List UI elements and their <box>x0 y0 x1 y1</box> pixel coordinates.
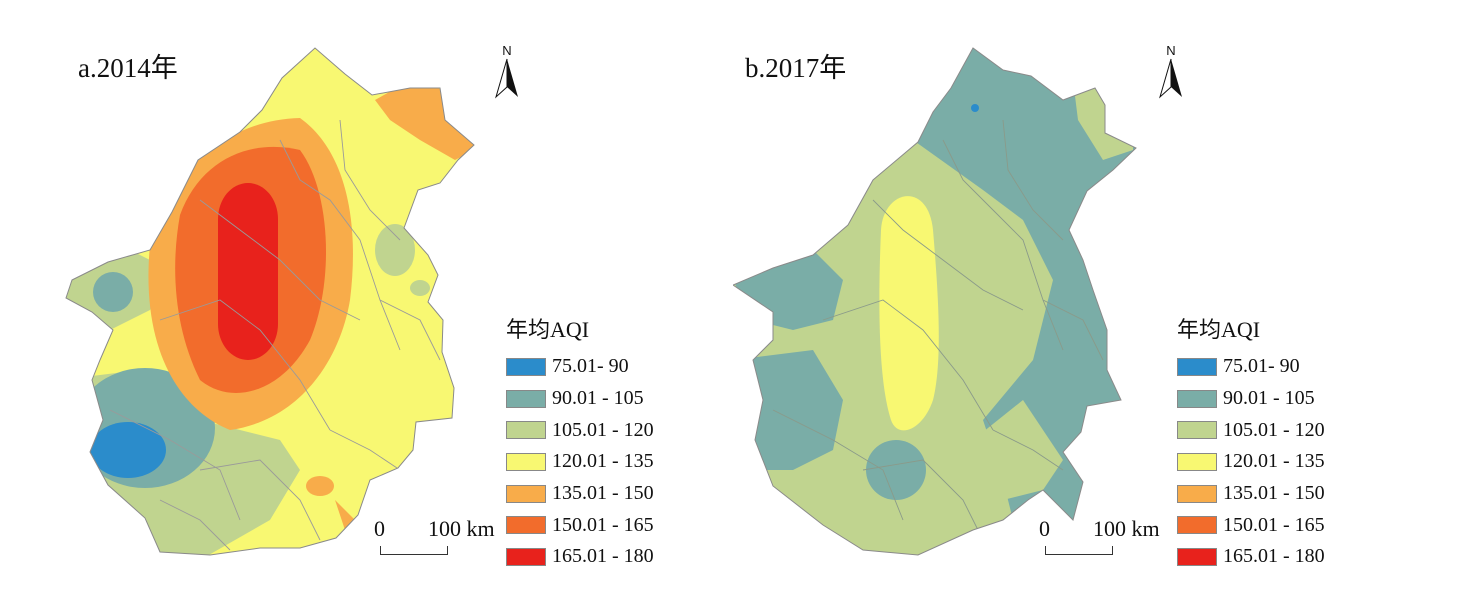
scale-line <box>380 546 448 555</box>
legend-item: 135.01 - 150 <box>506 478 654 510</box>
legend-label: 150.01 - 165 <box>1223 513 1325 536</box>
legend-swatch <box>506 547 546 566</box>
legend-items: 75.01- 90 90.01 - 105 105.01 - 120 120.01 -… <box>506 351 654 573</box>
legend-item: 105.01 - 120 <box>506 414 654 446</box>
legend-item: 90.01 - 105 <box>1177 383 1325 415</box>
legend-swatch <box>506 484 546 503</box>
legend-item: 90.01 - 105 <box>506 383 654 415</box>
legend-label: 120.01 - 135 <box>1223 450 1325 473</box>
legend-item: 150.01 - 165 <box>506 509 654 541</box>
legend-label: 105.01 - 120 <box>1223 418 1325 441</box>
scale-bar: 0 100 km <box>1037 516 1167 562</box>
legend-item: 120.01 - 135 <box>1177 446 1325 478</box>
legend-item: 105.01 - 120 <box>1177 414 1325 446</box>
legend-label: 120.01 - 135 <box>552 450 654 473</box>
aqi-map-2014 <box>65 47 475 556</box>
legend-label: 165.01 - 180 <box>1223 545 1325 568</box>
panel-title: b.2017年 <box>745 53 847 83</box>
legend-title: 年均AQI <box>506 317 590 342</box>
legend-item: 165.01 - 180 <box>506 541 654 573</box>
north-arrow-icon <box>1159 58 1182 99</box>
legend-label: 90.01 - 105 <box>552 387 644 410</box>
legend-label: 135.01 - 150 <box>1223 482 1325 505</box>
legend-swatch <box>1177 357 1217 376</box>
legend-items: 75.01- 90 90.01 - 105 105.01 - 120 120.01 -… <box>1177 351 1325 573</box>
legend-label: 90.01 - 105 <box>1223 387 1315 410</box>
legend-swatch <box>506 421 546 440</box>
scale-line <box>1045 546 1113 555</box>
legend-swatch <box>1177 421 1217 440</box>
legend-item: 165.01 - 180 <box>1177 541 1325 573</box>
scale-start: 0 <box>374 516 385 541</box>
scale-end: 100 km <box>428 516 495 541</box>
legend-swatch <box>506 516 546 535</box>
legend-item: 135.01 - 150 <box>1177 478 1325 510</box>
scale-bar: 0 100 km <box>372 516 502 562</box>
legend-swatch <box>1177 389 1217 408</box>
legend: 年均AQI 75.01- 90 90.01 - 105 105.01 - 120 12… <box>506 312 654 573</box>
legend-item: 120.01 - 135 <box>506 446 654 478</box>
legend-label: 75.01- 90 <box>552 355 629 378</box>
panel-title: a.2014年 <box>78 53 178 83</box>
legend-item: 150.01 - 165 <box>1177 509 1325 541</box>
north-label: N <box>502 43 512 58</box>
north-label: N <box>1166 43 1176 58</box>
legend-swatch <box>1177 547 1217 566</box>
legend-item: 75.01- 90 <box>1177 351 1325 383</box>
map-panel-2017: b.2017年 N 年均AQI 75.01- 90 90.01 - 105 105.… <box>733 0 1466 593</box>
scale-start: 0 <box>1039 516 1050 541</box>
legend-label: 165.01 - 180 <box>552 545 654 568</box>
legend-swatch <box>1177 452 1217 471</box>
legend-swatch <box>506 357 546 376</box>
north-arrow: N <box>1156 44 1186 102</box>
aqi-map-2017 <box>733 47 1137 556</box>
legend-label: 135.01 - 150 <box>552 482 654 505</box>
legend-swatch <box>506 452 546 471</box>
legend-label: 75.01- 90 <box>1223 355 1300 378</box>
legend-label: 105.01 - 120 <box>552 418 654 441</box>
north-arrow: N <box>492 44 522 102</box>
north-arrow-icon <box>495 58 518 99</box>
scale-end: 100 km <box>1093 516 1160 541</box>
legend-title: 年均AQI <box>1177 317 1261 342</box>
map-panel-2014: a.2014年 N 年均AQI 75.01- 90 90.01 - 105 105.… <box>65 44 654 573</box>
legend-swatch <box>1177 516 1217 535</box>
legend-label: 150.01 - 165 <box>552 513 654 536</box>
legend-item: 75.01- 90 <box>506 351 654 383</box>
legend: 年均AQI 75.01- 90 90.01 - 105 105.01 - 120 12… <box>1177 312 1325 573</box>
legend-swatch <box>1177 484 1217 503</box>
legend-swatch <box>506 389 546 408</box>
